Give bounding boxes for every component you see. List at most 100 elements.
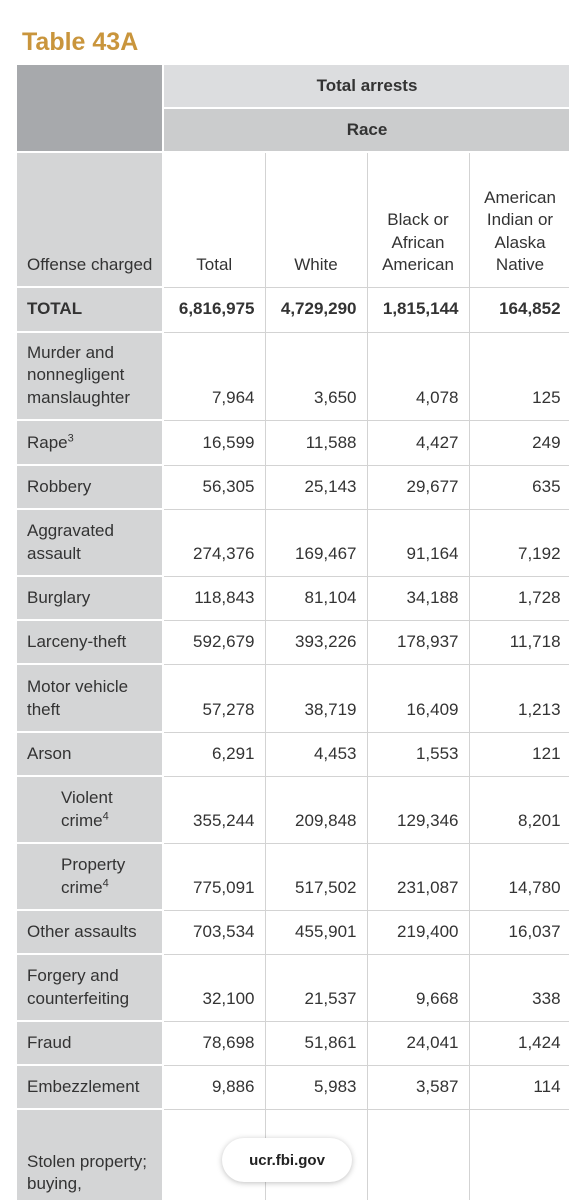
value-cell: 25,143 [264,464,368,510]
value-cell: 6,816,975 [162,286,266,333]
value-cell: 249 [468,419,569,466]
value-cell: 775,091 [162,842,266,911]
offense-label: Violent crime [61,788,113,830]
offense-label: TOTAL [27,299,83,319]
value-cell: 121 [468,731,569,777]
value-cell: 34,188 [366,575,470,621]
value-cell: 125 [468,331,569,421]
value-cell: 21,537 [264,953,368,1022]
offense-row: Embezzlement 9,886 5,983 3,587 114 [17,1064,569,1110]
value-cell: 129,346 [366,775,470,844]
value-cell: 1,728 [468,575,569,621]
offense-label: Rape [27,432,68,452]
offense-label: Murder and nonnegligent manslaughter [27,342,131,407]
offense-cell: Larceny-theft [17,619,164,665]
value-cell: 4,078 [366,331,470,421]
value-cell: 1,424 [468,1020,569,1066]
value-cell: 393,226 [264,619,368,665]
footnote-mark: 3 [67,431,74,444]
column-header: Offense charged [17,151,164,288]
offense-cell: Forgery and counterfeiting [17,953,164,1022]
value-cell: 5,983 [264,1064,368,1110]
value-cell: 11,718 [468,619,569,665]
offense-cell: Other assaults [17,909,164,955]
url-pill[interactable]: ucr.fbi.gov [222,1138,352,1182]
offense-cell: TOTAL [17,286,164,333]
value-cell: 78,698 [162,1020,266,1066]
offense-row: Rape3 16,599 11,588 4,427 249 [17,419,569,466]
header-row: Total arrests [17,63,569,153]
value-cell: 118,843 [162,575,266,621]
table-title: Table 43A [22,28,139,56]
offense-row: Larceny-theft 592,679 393,226 178,937 11,718 [17,619,569,665]
offense-cell: Murder and nonnegligent manslaughter [17,331,164,421]
column-header: Black or African American [366,151,470,288]
value-cell: 4,729,290 [264,286,368,333]
offense-label: Fraud [27,1032,72,1052]
offense-cell: Violent crime4 [17,775,164,844]
offense-row: Motor vehicle theft 57,278 38,719 16,409 1,2… [17,663,569,733]
subgroup-header: Race [161,107,569,153]
value-cell: 14,780 [468,842,569,911]
value-cell: 7,964 [162,331,266,421]
offense-cell: Motor vehicle theft [17,663,164,733]
value-cell [366,1108,470,1200]
offense-label: Larceny-theft [27,631,127,651]
offense-row: Fraud 78,698 51,861 24,041 1,424 [17,1020,569,1066]
table-container: Total arrests Race Offense charged Total Whi… [17,63,569,1200]
value-cell: 1,553 [366,731,470,777]
value-cell: 38,719 [264,663,368,733]
offense-cell: Aggravated assault [17,508,164,577]
offense-row: Robbery 56,305 25,143 29,677 635 [17,464,569,510]
offense-label: Arson [27,743,72,763]
value-cell: 338 [468,953,569,1022]
group-header: Total arrests [161,63,569,109]
value-cell: 592,679 [162,619,266,665]
value-cell: 3,587 [366,1064,470,1110]
value-cell: 355,244 [162,775,266,844]
column-header: American Indian or Alaska Native [468,151,569,288]
value-cell: 4,453 [264,731,368,777]
corner-cell [17,63,164,153]
offense-cell: Rape3 [17,419,164,466]
table-body: Total arrests Race Offense charged Total Whi… [17,63,569,1200]
value-cell: 274,376 [162,508,266,577]
offense-cell: Fraud [17,1020,164,1066]
offense-cell: Stolen property; buying, receiving, [17,1108,164,1200]
value-cell: 81,104 [264,575,368,621]
value-cell: 11,588 [264,419,368,466]
offense-label: Other assaults [27,921,137,941]
offense-row: Murder and nonnegligent manslaughter 7,96… [17,331,569,421]
value-cell: 16,599 [162,419,266,466]
column-header-row: Offense charged Total White Black or Africa… [17,151,569,288]
value-cell: 91,164 [366,508,470,577]
value-cell: 8,201 [468,775,569,844]
offense-row: Forgery and counterfeiting 32,100 21,537 9,… [17,953,569,1022]
value-cell: 164,852 [468,286,569,333]
value-cell: 56,305 [162,464,266,510]
offense-label: Stolen property; buying, receiving, [27,1151,148,1200]
offense-label: Burglary [27,587,91,607]
value-cell: 4,427 [366,419,470,466]
offense-label: Embezzlement [27,1076,140,1096]
column-header: Total [162,151,266,288]
value-cell: 29,677 [366,464,470,510]
footnote-mark: 4 [102,809,109,822]
offense-label: Forgery and counterfeiting [27,966,130,1008]
offense-cell: Property crime4 [17,842,164,911]
offense-label: Motor vehicle theft [27,677,129,719]
value-cell: 231,087 [366,842,470,911]
value-cell: 16,409 [366,663,470,733]
value-cell: 219,400 [366,909,470,955]
value-cell: 114 [468,1064,569,1110]
value-cell: 1,815,144 [366,286,470,333]
offense-row: Other assaults 703,534 455,901 219,400 16,03… [17,909,569,955]
value-cell: 517,502 [264,842,368,911]
value-cell: 3,650 [264,331,368,421]
value-cell [468,1108,569,1200]
value-cell: 209,848 [264,775,368,844]
value-cell: 57,278 [162,663,266,733]
value-cell: 1,213 [468,663,569,733]
value-cell: 169,467 [264,508,368,577]
